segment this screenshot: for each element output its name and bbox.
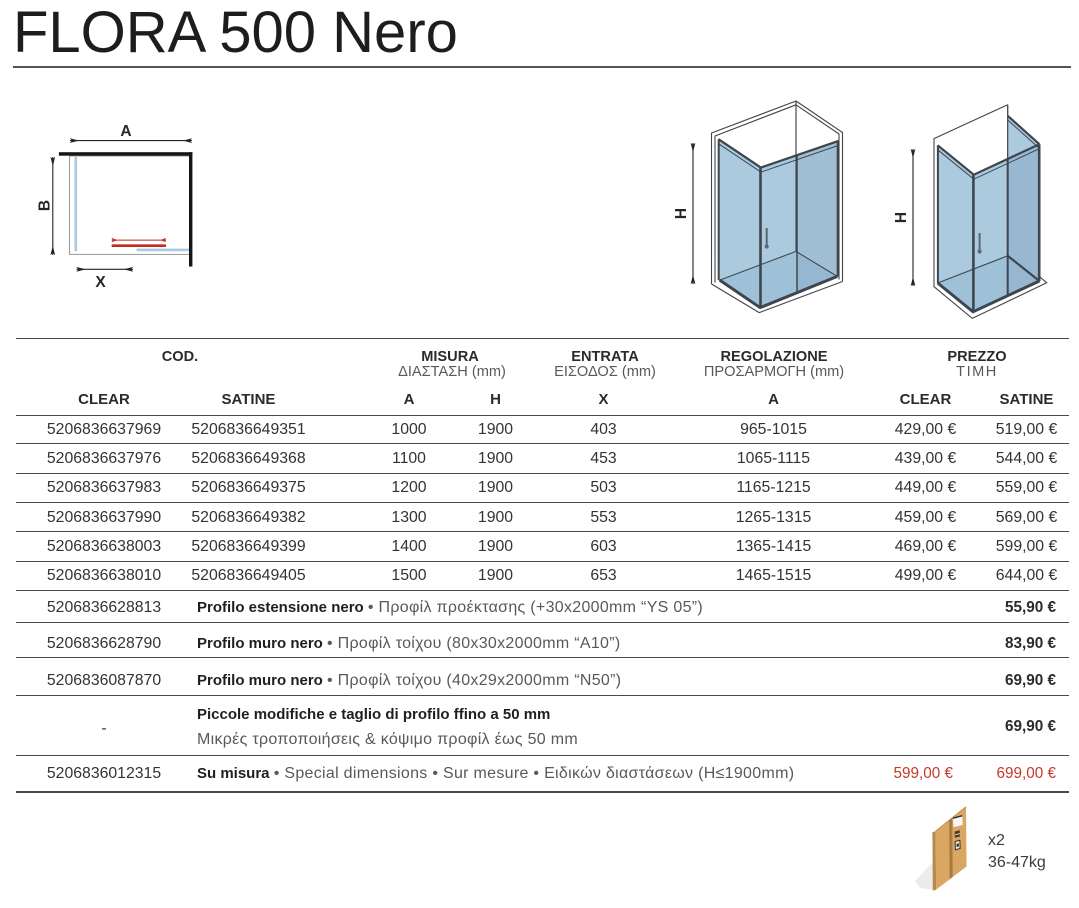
svg-text:A: A bbox=[120, 123, 131, 140]
svg-text:H: H bbox=[673, 208, 690, 219]
svg-text:H: H bbox=[893, 212, 910, 223]
svg-text:X: X bbox=[95, 274, 106, 291]
svg-text:B: B bbox=[37, 200, 54, 211]
